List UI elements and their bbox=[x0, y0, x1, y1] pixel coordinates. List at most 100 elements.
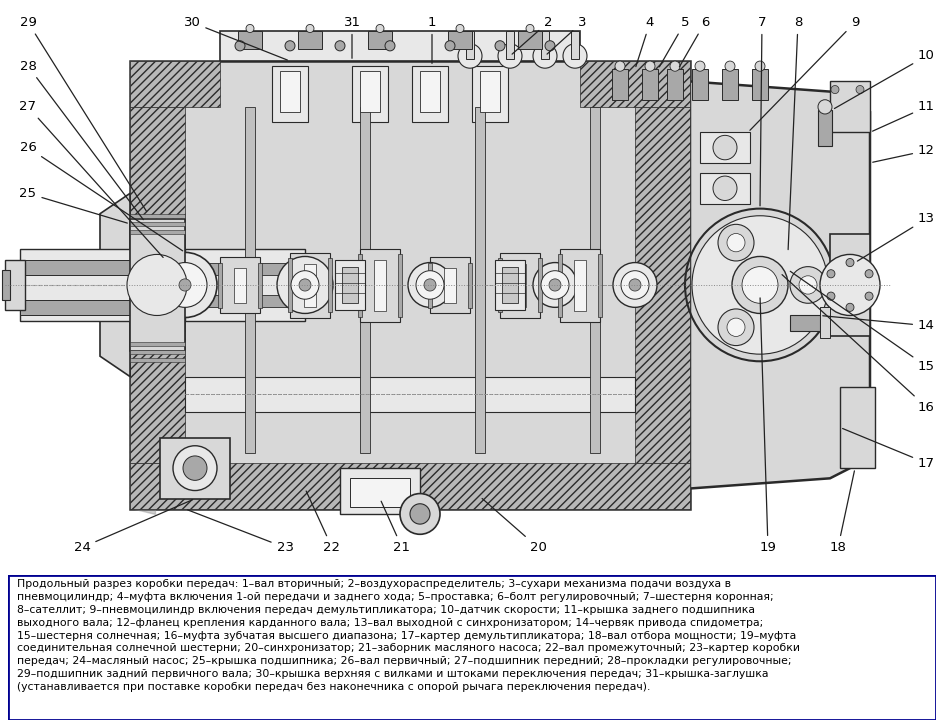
Bar bbox=[518, 30, 542, 49]
Bar bbox=[368, 30, 392, 49]
Bar bbox=[238, 30, 262, 49]
Circle shape bbox=[533, 263, 577, 307]
Circle shape bbox=[127, 254, 187, 316]
Text: 4: 4 bbox=[636, 16, 654, 67]
Circle shape bbox=[526, 25, 534, 33]
Text: Продольный разрез коробки передач: 1–вал вторичный; 2–воздухораспределитель; 3–с: Продольный разрез коробки передач: 1–вал… bbox=[17, 579, 800, 692]
Circle shape bbox=[718, 309, 754, 346]
Circle shape bbox=[563, 44, 587, 68]
Text: 16: 16 bbox=[782, 274, 935, 414]
Text: 9: 9 bbox=[750, 16, 859, 130]
Bar bbox=[298, 30, 322, 49]
Bar bbox=[218, 263, 222, 309]
Text: 19: 19 bbox=[760, 298, 776, 554]
Bar bbox=[20, 301, 130, 316]
Text: 14: 14 bbox=[823, 316, 935, 333]
Circle shape bbox=[670, 61, 680, 71]
Circle shape bbox=[456, 25, 464, 33]
Circle shape bbox=[613, 263, 657, 307]
Bar bbox=[130, 342, 185, 346]
Bar bbox=[130, 219, 185, 351]
Bar bbox=[722, 69, 738, 99]
Text: 24: 24 bbox=[74, 499, 193, 554]
Circle shape bbox=[246, 25, 254, 33]
Circle shape bbox=[827, 269, 834, 278]
Text: 1: 1 bbox=[428, 16, 436, 63]
Text: 22: 22 bbox=[306, 491, 341, 554]
Circle shape bbox=[163, 263, 207, 307]
Circle shape bbox=[629, 279, 641, 291]
Circle shape bbox=[865, 269, 873, 278]
Bar bbox=[590, 107, 600, 453]
Bar bbox=[466, 30, 474, 59]
Text: 20: 20 bbox=[482, 499, 547, 554]
Bar bbox=[420, 71, 440, 112]
Bar bbox=[20, 249, 130, 321]
Bar bbox=[635, 107, 690, 463]
Bar bbox=[475, 107, 485, 453]
Circle shape bbox=[173, 446, 217, 491]
Text: 30: 30 bbox=[183, 16, 287, 60]
FancyBboxPatch shape bbox=[8, 575, 936, 720]
Circle shape bbox=[498, 44, 522, 68]
Bar bbox=[480, 71, 500, 112]
Bar bbox=[558, 254, 562, 317]
Bar bbox=[130, 230, 185, 234]
Bar bbox=[328, 258, 332, 312]
Bar bbox=[398, 254, 402, 317]
Circle shape bbox=[621, 271, 649, 299]
Bar bbox=[288, 258, 292, 312]
Bar bbox=[667, 69, 683, 99]
Text: 15: 15 bbox=[790, 272, 935, 373]
Bar bbox=[130, 222, 185, 226]
Circle shape bbox=[615, 61, 625, 71]
Text: 23: 23 bbox=[188, 510, 294, 554]
Circle shape bbox=[713, 176, 737, 200]
Circle shape bbox=[416, 271, 444, 299]
Bar bbox=[642, 69, 658, 99]
Text: 31: 31 bbox=[344, 16, 361, 58]
Circle shape bbox=[856, 86, 864, 94]
Circle shape bbox=[306, 25, 314, 33]
Bar bbox=[130, 463, 690, 509]
Text: 27: 27 bbox=[20, 100, 163, 258]
Bar bbox=[448, 30, 472, 49]
Bar bbox=[272, 66, 308, 122]
Bar bbox=[541, 30, 549, 59]
Circle shape bbox=[718, 224, 754, 261]
Bar bbox=[430, 258, 470, 314]
Bar bbox=[160, 438, 230, 499]
Bar bbox=[428, 263, 432, 309]
Bar bbox=[234, 268, 246, 303]
Circle shape bbox=[277, 256, 333, 314]
Circle shape bbox=[458, 44, 482, 68]
Circle shape bbox=[541, 271, 569, 299]
Bar bbox=[500, 253, 540, 317]
Bar bbox=[185, 295, 305, 307]
Bar bbox=[358, 254, 362, 317]
Circle shape bbox=[376, 25, 384, 33]
Bar bbox=[580, 61, 690, 107]
Circle shape bbox=[725, 61, 735, 71]
Circle shape bbox=[291, 271, 319, 299]
Bar bbox=[2, 269, 10, 301]
Circle shape bbox=[818, 99, 832, 114]
Bar bbox=[220, 258, 260, 314]
Circle shape bbox=[790, 266, 826, 303]
Bar bbox=[340, 468, 420, 514]
Text: 26: 26 bbox=[20, 141, 183, 251]
Circle shape bbox=[820, 254, 880, 316]
Bar bbox=[818, 110, 832, 145]
Circle shape bbox=[235, 41, 245, 51]
Bar bbox=[360, 71, 380, 112]
Text: 12: 12 bbox=[872, 144, 935, 162]
Bar bbox=[830, 81, 870, 132]
Circle shape bbox=[183, 456, 207, 481]
Text: 6: 6 bbox=[680, 16, 709, 67]
Bar bbox=[752, 69, 768, 99]
Text: 10: 10 bbox=[834, 49, 935, 108]
Circle shape bbox=[695, 61, 705, 71]
Circle shape bbox=[755, 61, 765, 71]
Bar bbox=[350, 478, 410, 507]
Circle shape bbox=[153, 253, 217, 317]
